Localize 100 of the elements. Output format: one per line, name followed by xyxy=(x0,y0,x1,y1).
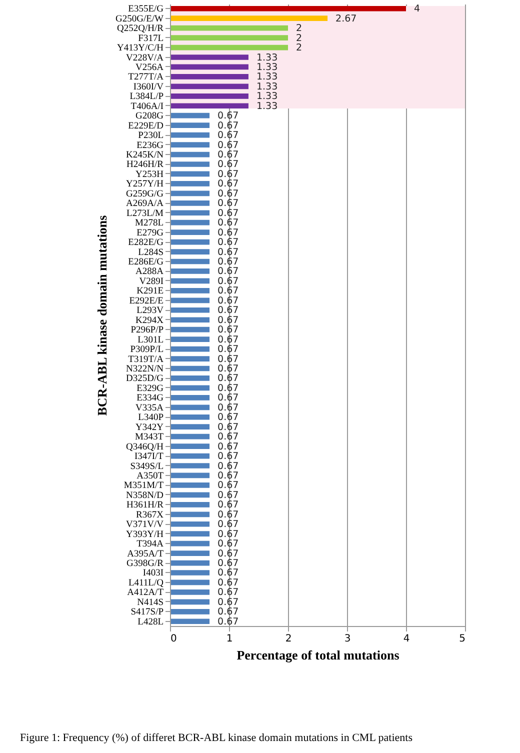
y-tick-label: T319T/A xyxy=(128,354,164,365)
data-label: 1.33 xyxy=(256,81,278,92)
y-tick-label: H246H/R xyxy=(126,160,164,170)
y-tick-label: V289I xyxy=(139,276,164,287)
data-label: 0.67 xyxy=(218,334,239,346)
data-label: 0.67 xyxy=(218,568,239,579)
bar xyxy=(170,531,210,537)
y-tick-label: G259G/G xyxy=(126,189,164,200)
bar xyxy=(170,570,210,576)
data-label: 0.67 xyxy=(218,178,239,190)
bar xyxy=(170,453,210,459)
data-label: 4 xyxy=(414,4,420,15)
bar xyxy=(170,307,210,313)
data-label: 1.33 xyxy=(256,62,278,73)
y-tick-label: D325D/G xyxy=(126,374,164,384)
bar xyxy=(170,258,210,264)
bar xyxy=(170,249,210,254)
y-tick-label: I360I/V xyxy=(133,82,164,92)
y-tick-label: V335A xyxy=(136,403,164,414)
y-tick-label: N322N/N xyxy=(126,364,164,374)
y-axis-title: BCR-ABL kinase domain mutations xyxy=(94,215,110,416)
y-tick-label: M343T xyxy=(135,432,164,443)
y-tick-label: L273L/M xyxy=(126,208,164,219)
y-tick-label: E236G xyxy=(136,140,164,151)
y-tick-label: K245K/N xyxy=(126,150,164,161)
data-label: 1.33 xyxy=(256,72,278,83)
y-tick-label: E279G xyxy=(136,228,164,238)
data-label: 0.67 xyxy=(218,354,239,365)
data-label: 0.67 xyxy=(218,616,239,628)
y-tick-label: M351M/T xyxy=(124,481,164,492)
y-tick-label: L411L/Q xyxy=(128,578,164,588)
bar xyxy=(170,356,210,362)
y-tick-label: K291E xyxy=(136,286,164,297)
bar xyxy=(170,502,210,508)
bar xyxy=(170,424,210,430)
bar xyxy=(170,346,210,352)
bar xyxy=(170,492,210,498)
data-label: 0.67 xyxy=(218,188,239,200)
data-label: 0.67 xyxy=(218,218,239,229)
data-label: 0.67 xyxy=(218,441,239,452)
y-tick-label: M278L xyxy=(135,218,164,229)
bar xyxy=(170,521,210,527)
y-tick-label: A350T xyxy=(136,471,164,482)
y-tick-label: A395A/T xyxy=(127,549,164,560)
bar xyxy=(170,298,210,304)
bar xyxy=(170,162,210,167)
y-tick-label: G398G/R xyxy=(126,559,164,570)
data-label: 0.67 xyxy=(218,509,239,520)
bar xyxy=(170,326,210,332)
bar xyxy=(170,434,210,440)
data-label: 1.33 xyxy=(256,52,278,64)
bar xyxy=(170,142,210,148)
x-tick-label: 0 xyxy=(170,634,177,644)
bar xyxy=(170,444,210,449)
bar xyxy=(170,152,210,158)
bar xyxy=(170,512,210,518)
data-label: 0.67 xyxy=(218,305,239,316)
data-label: 0.67 xyxy=(218,538,239,550)
data-label: 0.67 xyxy=(218,286,239,297)
data-label: 1.33 xyxy=(256,100,278,112)
y-tick-label: E329G xyxy=(136,384,164,394)
data-label: 0.67 xyxy=(218,382,239,394)
data-label: 0.67 xyxy=(218,422,239,433)
data-label: 0.67 xyxy=(218,324,239,336)
y-tick-label: Y342Y xyxy=(136,422,164,433)
y-tick-label: S349S/L xyxy=(130,462,164,472)
y-tick-label: L301L xyxy=(138,335,164,346)
data-label: 0.67 xyxy=(218,314,239,326)
data-label: 0.67 xyxy=(218,392,239,404)
data-label: 0.67 xyxy=(218,519,239,530)
bar xyxy=(170,317,210,323)
y-tick-label: E292E/E xyxy=(129,296,164,306)
y-tick-label: G208G xyxy=(136,112,164,122)
bar xyxy=(170,210,210,216)
y-tick-label: E286E/G xyxy=(128,258,164,268)
y-tick-label: Q346Q/H xyxy=(126,442,164,452)
text: Figure 1: Frequency (%) of differet BCR-ABL kinase domain mutations in CML patients xyxy=(20,732,412,744)
y-tick-label: L284S xyxy=(138,248,164,258)
bar xyxy=(170,132,210,138)
y-tick-label: V371V/V xyxy=(126,520,164,530)
bar xyxy=(170,336,210,342)
bar xyxy=(170,550,210,556)
y-tick-label: E334G xyxy=(136,394,164,404)
data-label: 0.67 xyxy=(218,577,239,588)
y-tick-label: T406A/I xyxy=(130,102,164,112)
bar xyxy=(170,366,210,372)
data-label: 0.67 xyxy=(218,246,239,258)
bar xyxy=(170,181,210,186)
y-tick-label: S417S/P xyxy=(130,608,164,618)
y-tick-label: Y393Y/H xyxy=(126,530,164,540)
data-label: 1.33 xyxy=(256,91,278,102)
y-tick-label: P230L xyxy=(138,131,164,142)
y-tick-label: P296P/P xyxy=(130,326,164,336)
data-label: 0.67 xyxy=(218,198,239,210)
data-label: 0.67 xyxy=(218,120,239,132)
x-tick-label: 1 xyxy=(226,634,233,644)
bar xyxy=(170,190,210,196)
data-label: 0.67 xyxy=(218,500,239,511)
bar xyxy=(170,560,210,566)
bar xyxy=(170,540,210,546)
